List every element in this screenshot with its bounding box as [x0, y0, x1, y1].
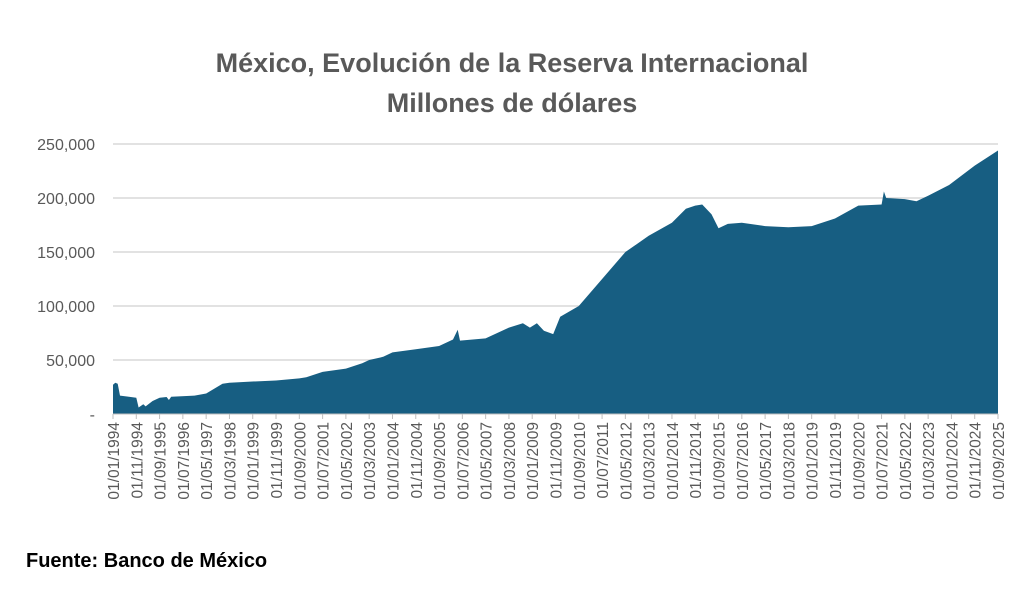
- x-tick-label: 01/01/1994: [106, 422, 123, 500]
- x-tick-label: 01/11/2014: [688, 422, 705, 499]
- chart-subtitle: Millones de dólares: [386, 88, 638, 118]
- x-tick-label: 01/03/2013: [642, 422, 659, 500]
- x-tick-label: 01/05/2012: [618, 422, 635, 500]
- area-series-reserva: [113, 150, 998, 414]
- x-tick-label: 01/11/2024: [968, 422, 985, 499]
- x-tick-label: 01/05/2002: [339, 422, 356, 500]
- x-tick-label: 01/11/1994: [129, 422, 146, 499]
- x-tick-label: 01/01/2004: [385, 422, 402, 500]
- x-tick-label: 01/01/2024: [944, 422, 961, 500]
- x-tick-label: 01/01/2019: [805, 422, 822, 500]
- x-tick-label: 01/07/2011: [595, 422, 612, 498]
- y-tick-label: -: [90, 407, 95, 424]
- x-tick-label: 01/05/2007: [479, 422, 496, 500]
- x-tick-label: 01/09/2010: [572, 422, 589, 500]
- x-tick-label: 01/03/2018: [781, 422, 798, 500]
- x-tick-label: 01/11/1999: [269, 422, 286, 498]
- x-tick-label: 01/07/2001: [316, 422, 333, 500]
- x-tick-label: 01/11/2004: [409, 422, 426, 499]
- x-tick-label: 01/07/2006: [455, 422, 472, 500]
- chart-title: México, Evolución de la Reserva Internac…: [215, 48, 809, 78]
- x-tick-label: 01/09/1995: [153, 422, 170, 500]
- x-tick-label: 01/03/2003: [362, 422, 379, 500]
- x-tick-label: 01/05/1997: [199, 422, 216, 500]
- x-tick-label: 01/05/2017: [758, 422, 775, 500]
- x-tick-label: 01/07/2016: [735, 422, 752, 500]
- y-tick-label: 250,000: [37, 137, 95, 154]
- y-tick-label: 50,000: [46, 353, 95, 370]
- y-tick-label: 150,000: [37, 245, 95, 262]
- x-tick-label: 01/09/2025: [991, 422, 1008, 500]
- x-tick-label: 01/11/2009: [549, 422, 566, 498]
- x-tick-label: 01/01/2014: [665, 422, 682, 500]
- x-tick-label: 01/01/1999: [246, 422, 263, 500]
- y-tick-label: 100,000: [37, 299, 95, 316]
- x-tick-label: 01/09/2015: [712, 422, 729, 500]
- x-tick-label: 01/09/2020: [851, 422, 868, 500]
- x-tick-label: 01/05/2022: [898, 422, 915, 500]
- x-tick-label: 01/03/1998: [222, 422, 239, 500]
- x-tick-label: 01/11/2019: [828, 422, 845, 498]
- x-tick-label: 01/07/2021: [875, 422, 892, 500]
- x-tick-label: 01/01/2009: [525, 422, 542, 500]
- x-tick-label: 01/03/2023: [921, 422, 938, 500]
- y-tick-label: 200,000: [37, 191, 95, 208]
- x-tick-label: 01/03/2008: [502, 422, 519, 500]
- x-tick-label: 01/07/1996: [176, 422, 193, 500]
- source-note: Fuente: Banco de México: [26, 550, 268, 572]
- x-tick-label: 01/09/2000: [292, 422, 309, 500]
- x-tick-label: 01/09/2005: [432, 422, 449, 500]
